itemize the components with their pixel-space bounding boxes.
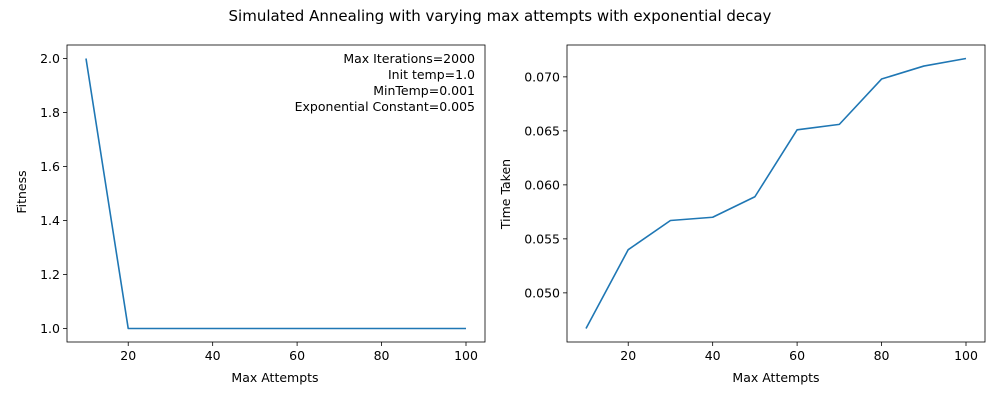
time-chart-ytick-label: 0.065 [524,123,560,138]
fitness-chart-xtick-label: 80 [374,348,390,363]
annotation-max-iterations: Max Iterations=2000 [343,51,475,66]
time-chart-series-line [585,57,967,329]
time-chart-xlabel: Max Attempts [732,370,819,385]
fitness-chart-series-line [85,58,466,330]
annotation-init-temp: Init temp=1.0 [388,67,475,82]
fitness-chart-ytick-label: 1.0 [40,321,60,336]
time-chart-ylabel: Time Taken [498,159,513,230]
time-chart-frame [566,44,986,343]
time-chart-xtick-label: 20 [620,348,636,363]
time-chart-ytick-label: 0.050 [524,285,560,300]
annotation-exponential-constant: Exponential Constant=0.005 [295,99,475,114]
time-chart: Max Attempts Time Taken 20 40 60 80 100 0.050… [498,44,986,385]
fitness-chart-ytick-label: 1.2 [40,267,60,282]
fitness-chart-ytick-label: 1.4 [40,213,60,228]
time-chart-xtick-label: 80 [874,348,890,363]
fitness-chart-xtick-label: 20 [120,348,136,363]
fitness-chart-frame [66,44,486,343]
time-chart-xtick-label: 40 [705,348,721,363]
fitness-chart-xtick-label: 60 [289,348,305,363]
fitness-chart-xtick-label: 100 [454,348,478,363]
fitness-chart-xtick-label: 40 [205,348,221,363]
figure-suptitle: Simulated Annealing with varying max att… [229,7,772,25]
fitness-chart-xlabel: Max Attempts [231,370,318,385]
time-chart-xtick-label: 60 [789,348,805,363]
fitness-chart-ytick-label: 1.8 [40,105,60,120]
fitness-chart-ytick-label: 1.6 [40,159,60,174]
time-chart-ytick-label: 0.055 [524,231,560,246]
fitness-chart: Max Attempts Fitness Max Iterations=2000… [14,44,486,385]
fitness-chart-ylabel: Fitness [14,170,29,213]
time-chart-xtick-label: 100 [954,348,978,363]
fitness-chart-ytick-label: 2.0 [40,51,60,66]
annotation-min-temp: MinTemp=0.001 [373,83,475,98]
time-chart-ytick-label: 0.060 [524,177,560,192]
time-chart-ytick-label: 0.070 [524,69,560,84]
